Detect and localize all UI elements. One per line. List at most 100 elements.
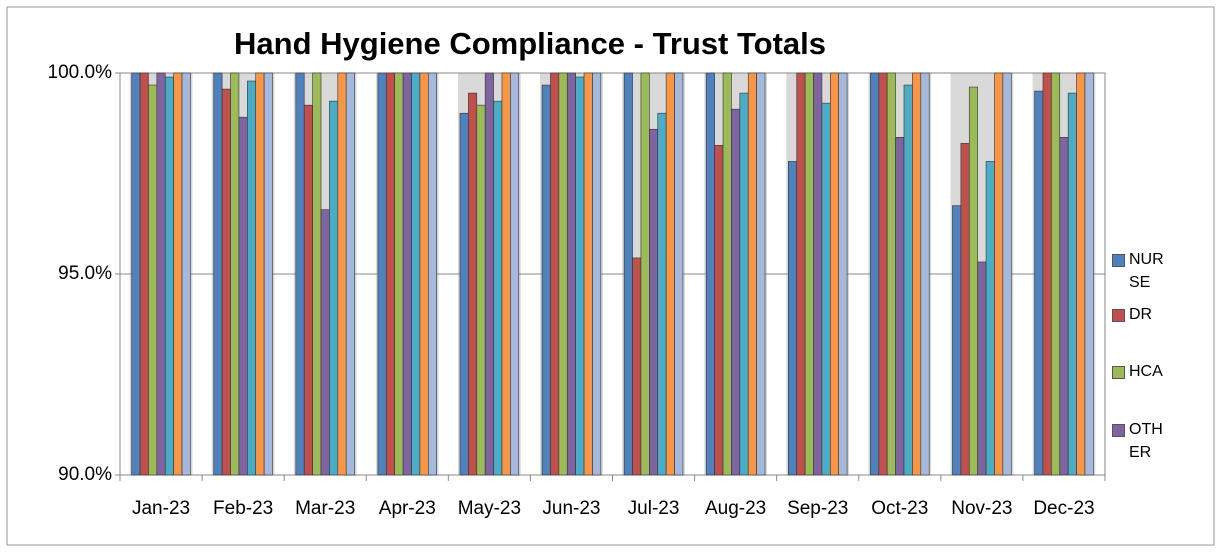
bar (649, 128, 659, 476)
y-tick-label: 100.0% (48, 62, 113, 83)
bar (674, 72, 684, 476)
bar (977, 261, 987, 476)
bar (870, 72, 880, 476)
bar (263, 72, 273, 476)
bar (337, 72, 347, 476)
bar (747, 72, 757, 476)
x-tick-label: Oct-23 (871, 498, 928, 519)
bar (838, 72, 848, 476)
legend-item: DR (1112, 303, 1165, 326)
bar (665, 72, 675, 476)
bar (510, 72, 520, 476)
bar (541, 84, 551, 476)
legend-item: NURSE (1112, 248, 1165, 294)
bar (1084, 72, 1094, 476)
bar (295, 72, 305, 476)
legend-item: HCA (1112, 360, 1165, 383)
chart-title: Hand Hygiene Compliance - Trust Totals (234, 26, 826, 61)
bar (903, 84, 913, 476)
bar (377, 72, 387, 476)
bar (411, 72, 421, 476)
bar (994, 72, 1004, 476)
bar (912, 72, 922, 476)
bar (164, 76, 174, 476)
x-tick-label: Apr-23 (379, 498, 436, 519)
bar (419, 72, 429, 476)
bar (788, 161, 798, 476)
bar (1076, 72, 1086, 476)
bar (385, 72, 395, 476)
y-tick-label: 90.0% (58, 464, 112, 485)
bar (402, 72, 412, 476)
x-tick-label: Jul-23 (628, 498, 680, 519)
bar (255, 72, 265, 476)
bar (484, 72, 494, 476)
bar (623, 72, 633, 476)
bar (427, 72, 437, 476)
legend-label: OTHER (1129, 421, 1163, 461)
bar (632, 257, 642, 476)
legend-label: HCA (1129, 363, 1163, 380)
bar (139, 72, 149, 476)
bar (1051, 72, 1061, 476)
x-tick-label: Sep-23 (787, 498, 848, 519)
legend-swatch (1112, 309, 1125, 322)
legend-label: DR (1129, 306, 1153, 323)
legend-item: OTHER (1112, 418, 1165, 464)
x-tick-label: Jun-23 (542, 498, 600, 519)
y-tick-label: 95.0% (58, 263, 112, 284)
bar (566, 72, 576, 476)
legend-swatch (1112, 366, 1125, 379)
bar (960, 143, 970, 476)
bar (920, 72, 930, 476)
bar (796, 72, 806, 476)
bar (895, 137, 905, 476)
x-tick-label: May-23 (458, 498, 521, 519)
bar (501, 72, 511, 476)
bar (550, 72, 560, 476)
bar (756, 72, 766, 476)
bar (468, 92, 478, 476)
bar (493, 100, 503, 476)
bar (739, 92, 749, 476)
bar (476, 104, 486, 476)
bar (181, 72, 191, 476)
bar (813, 72, 823, 476)
bar (968, 86, 978, 476)
bar (640, 72, 650, 476)
bar (213, 72, 223, 476)
bar (394, 72, 404, 476)
x-tick-label: Nov-23 (951, 498, 1012, 519)
bar (238, 116, 248, 476)
legend-swatch (1112, 424, 1125, 437)
bar (575, 76, 585, 476)
bar (1002, 72, 1012, 476)
x-tick-label: Feb-23 (213, 498, 273, 519)
bar (173, 72, 183, 476)
bar (705, 72, 715, 476)
bar (303, 104, 313, 476)
legend-label: NURSE (1129, 251, 1164, 291)
bar (345, 72, 355, 476)
bar (714, 145, 724, 476)
bar (731, 108, 741, 476)
bar (459, 112, 469, 476)
x-tick-label: Jan-23 (132, 498, 190, 519)
bar (985, 161, 995, 476)
bar (722, 72, 732, 476)
bar (657, 112, 667, 476)
bar (1059, 137, 1069, 476)
bar (952, 205, 962, 476)
bar (247, 80, 257, 476)
x-tick-label: Aug-23 (705, 498, 766, 519)
bar (592, 72, 602, 476)
bar (320, 209, 330, 476)
bar (804, 72, 814, 476)
bar (148, 84, 158, 476)
bar (312, 72, 322, 476)
x-tick-label: Mar-23 (295, 498, 355, 519)
bar (1067, 92, 1077, 476)
bar (230, 72, 240, 476)
